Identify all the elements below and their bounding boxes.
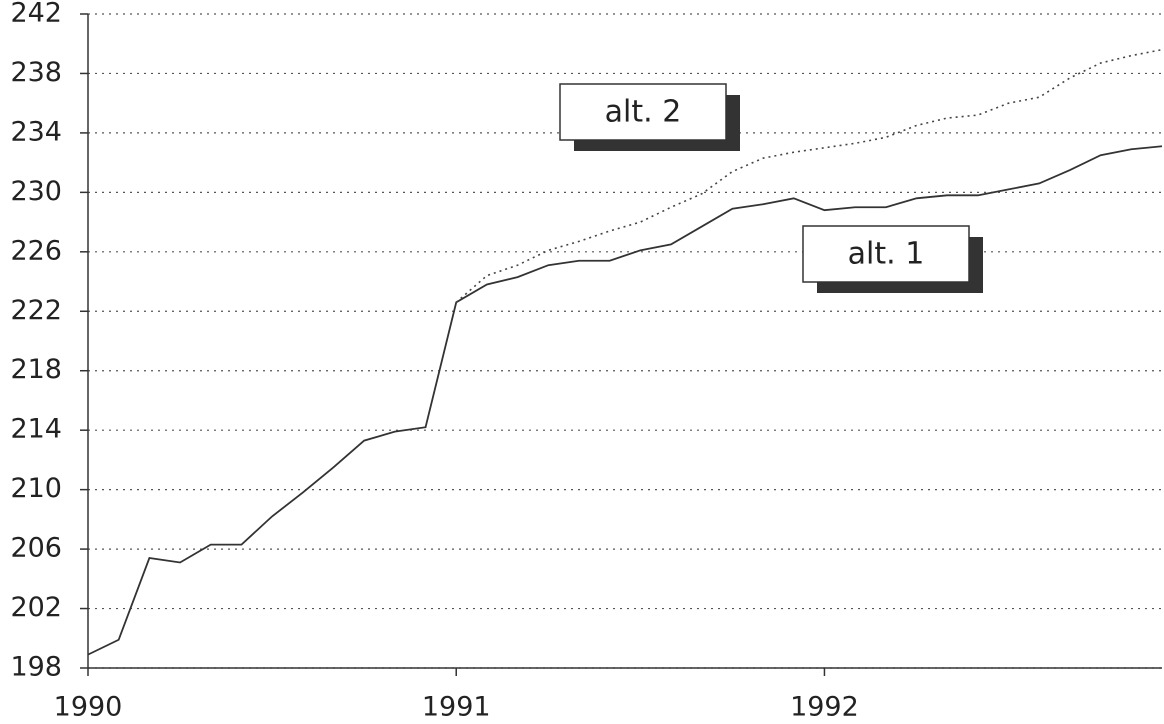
x-tick-label: 1991 — [422, 692, 491, 723]
y-tick-label: 214 — [10, 414, 62, 445]
legend-label: alt. 2 — [605, 95, 682, 130]
series-line — [87, 145, 1163, 656]
y-tick-label: 202 — [10, 592, 62, 623]
y-tick-label: 230 — [10, 176, 62, 207]
y-tick-label: 226 — [10, 235, 62, 266]
x-tick-label: 1992 — [790, 692, 859, 723]
x-tick-label: 1990 — [54, 692, 123, 723]
y-tick-label: 198 — [10, 652, 62, 683]
series-line — [455, 48, 1163, 303]
legend-box — [802, 225, 970, 283]
y-tick-label: 218 — [10, 354, 62, 385]
y-tick-label: 206 — [10, 533, 62, 564]
y-tick-label: 222 — [10, 295, 62, 326]
legend-box — [559, 83, 727, 141]
y-tick-label: 242 — [10, 0, 62, 29]
y-tick-label: 238 — [10, 57, 62, 88]
legend-label: alt. 1 — [848, 237, 925, 272]
y-tick-label: 210 — [10, 473, 62, 504]
y-tick-label: 234 — [10, 116, 62, 147]
